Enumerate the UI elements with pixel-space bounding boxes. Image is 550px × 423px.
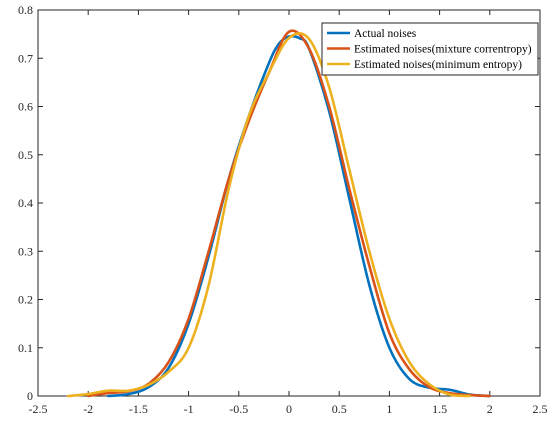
series-line-1 — [86, 29, 492, 398]
legend-box — [321, 22, 539, 76]
legend-label-1: Estimated noises(mixture correntropy) — [354, 44, 532, 56]
legend: Actual noises Estimated noises(mixture co… — [321, 22, 539, 76]
x-tick-label: 1 — [386, 402, 392, 416]
y-tick-label: 0.6 — [18, 100, 33, 114]
x-tick-label: 2.5 — [533, 402, 548, 416]
y-tick-label: 0.7 — [18, 51, 33, 65]
series-line-2 — [66, 31, 472, 398]
x-tick-label: -2.5 — [29, 402, 48, 416]
y-tick-label: 0.1 — [18, 341, 33, 355]
x-tick-label: 0 — [286, 402, 292, 416]
series-layer — [66, 29, 492, 398]
x-tick-label: -0.5 — [229, 402, 248, 416]
y-tick-label: 0 — [27, 389, 33, 403]
legend-label-2: Estimated noises(minimum entropy) — [354, 59, 522, 71]
x-tick-label: 1.5 — [432, 402, 447, 416]
x-tick-label: 2 — [487, 402, 493, 416]
x-tick-label: -2 — [83, 402, 93, 416]
legend-label-0: Actual noises — [354, 28, 417, 40]
series-line-0 — [106, 34, 492, 398]
plot-axes: -2.5 -2 -1.5 -1 -0.5 0 0.5 1 1.5 2 2.5 0 0.1 0.2 0.3 0.… — [18, 3, 548, 416]
x-tick-label: 0.5 — [332, 402, 347, 416]
x-tick-label: -1 — [184, 402, 194, 416]
y-tick-label: 0.8 — [18, 3, 33, 17]
y-tick-label: 0.5 — [18, 148, 33, 162]
x-tick-label: -1.5 — [129, 402, 148, 416]
y-tick-label: 0.3 — [18, 244, 33, 258]
y-tick-label: 0.4 — [18, 196, 33, 210]
y-tick-label: 0.2 — [18, 293, 33, 307]
